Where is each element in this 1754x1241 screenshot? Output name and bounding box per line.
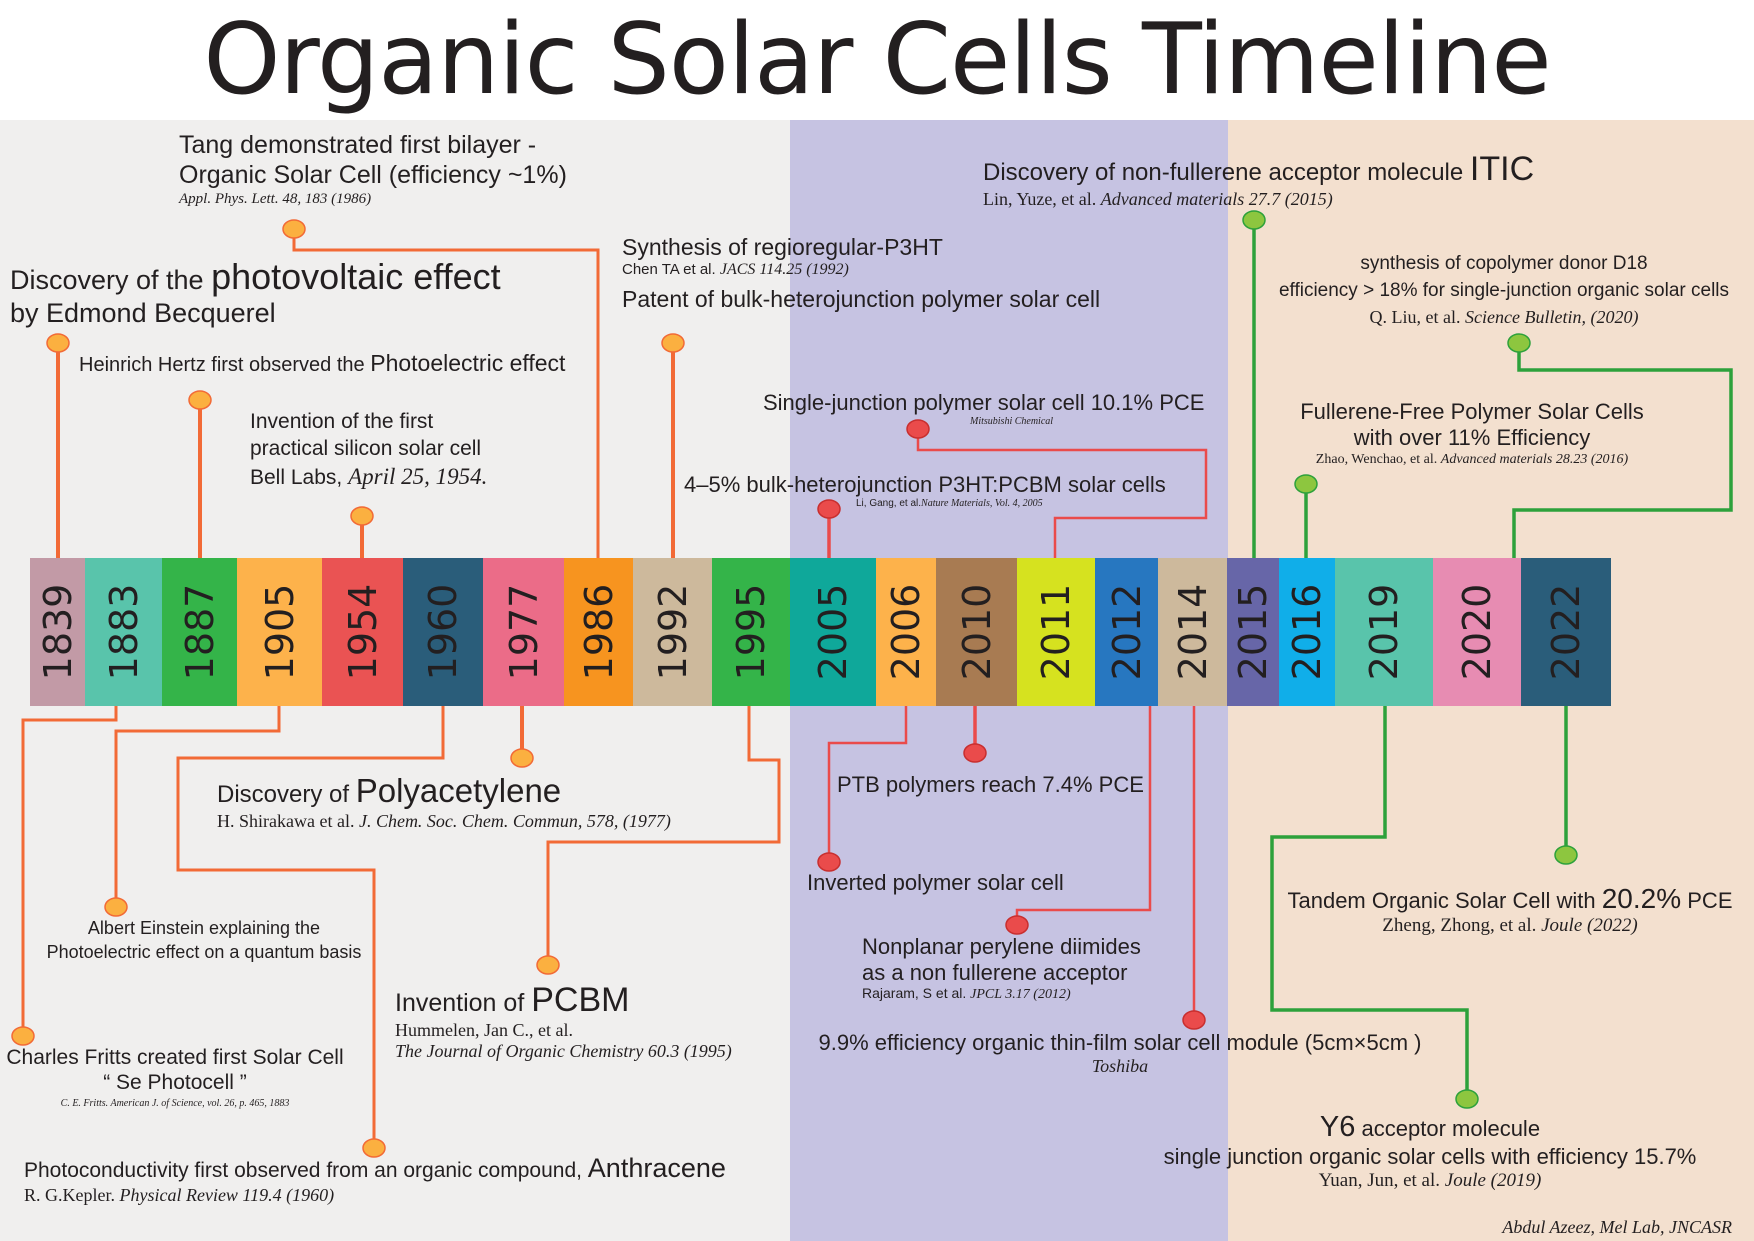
marker-1977 [510,748,534,768]
year-2005: 2005 [790,558,876,706]
year-2014: 2014 [1158,558,1227,706]
event-2020: synthesis of copolymer donor D18 efficie… [1278,253,1730,327]
event-2010: PTB polymers reach 7.4% PCE [837,772,1144,797]
connector-2019 [1270,706,1469,1098]
event-2016: Fullerene-Free Polymer Solar Cells with … [1300,399,1644,467]
marker-1954 [350,506,374,526]
year-1995: 1995 [712,558,790,706]
year-1883: 1883 [85,558,162,706]
marker-2006 [817,852,841,872]
event-1995: Invention of PCBM Hummelen, Jan C., et a… [395,981,732,1062]
year-2019: 2019 [1335,558,1433,706]
marker-2014 [1182,1010,1206,1030]
connector-1986 [292,229,600,558]
page-title: Organic Solar Cells Timeline [203,3,1551,117]
year-1977: 1977 [483,558,564,706]
green-markers [1242,210,1578,1109]
event-1960: Photoconductivity first observed from an… [24,1153,726,1205]
event-2011: Single-junction polymer solar cell 10.1%… [763,390,1205,427]
marker-2012 [1005,915,1029,935]
event-2005: 4–5% bulk-heterojunction P3HT:PCBM solar… [684,472,1166,509]
marker-1986 [282,219,306,239]
marker-1992 [661,333,685,353]
event-1954: Invention of the first practical silicon… [250,410,488,490]
connector-1883 [21,706,118,1035]
marker-1883 [11,1026,35,1046]
year-2020: 2020 [1433,558,1521,706]
marker-1905 [104,897,128,917]
connector-1995 [546,706,781,963]
marker-1960 [362,1138,386,1158]
year-1887: 1887 [162,558,237,706]
year-2022: 2022 [1521,558,1611,706]
marker-2019 [1455,1089,1479,1109]
year-1960: 1960 [403,558,483,706]
event-2006: Inverted polymer solar cell [807,870,1064,895]
event-2015: Discovery of non-fullerene acceptor mole… [983,150,1535,210]
event-2012: Nonplanar perylene diimides as a non ful… [862,934,1141,1003]
marker-2005 [817,499,841,519]
year-1986: 1986 [564,558,633,706]
event-1986: Tang demonstrated first bilayer - Organi… [179,131,567,207]
event-1883: Charles Fritts created first Solar Cell … [6,1046,344,1109]
event-1905: Albert Einstein explaining the Photoelec… [46,918,362,963]
year-2011: 2011 [1017,558,1095,706]
year-2016: 2016 [1279,558,1335,706]
marker-1839 [46,333,70,353]
year-1905: 1905 [237,558,322,706]
year-1839: 1839 [30,558,85,706]
marker-1887 [188,390,212,410]
event-2022: Tandem Organic Solar Cell with 20.2% PCE… [1287,883,1733,937]
orange-markers [11,219,685,1158]
event-2019: Y6 acceptor molecule single junction org… [1163,1111,1697,1192]
year-2006: 2006 [876,558,936,706]
credit: Abdul Azeez, Mel Lab, JNCASR [1502,1217,1732,1237]
year-2010: 2010 [936,558,1017,706]
marker-2015 [1242,210,1266,230]
connector-2006 [827,706,908,862]
event-2014: 9.9% efficiency organic thin-film solar … [818,1030,1422,1076]
event-1977: Discovery of Polyacetylene H. Shirakawa … [217,772,671,831]
marker-2020 [1507,333,1531,353]
connector-1960 [176,706,445,1146]
event-1992: Synthesis of regioregular-P3HT Chen TA e… [622,234,1101,312]
marker-2011 [906,419,930,439]
red-markers [817,419,1206,1030]
marker-2010 [963,743,987,763]
marker-2022 [1554,845,1578,865]
marker-1995 [536,955,560,975]
connector-2020 [1512,343,1733,558]
marker-2016 [1294,474,1318,494]
green-connectors [1252,220,1733,1098]
year-1992: 1992 [633,558,712,706]
year-2012: 2012 [1095,558,1158,706]
orange-connectors [21,229,781,1146]
event-1887: Heinrich Hertz first observed the Photoe… [79,350,566,376]
year-2015: 2015 [1227,558,1279,706]
event-1839: Discovery of the photovoltaic effect by … [10,256,501,329]
year-1954: 1954 [322,558,403,706]
connector-1905 [114,706,281,906]
connector-2011 [916,429,1208,558]
